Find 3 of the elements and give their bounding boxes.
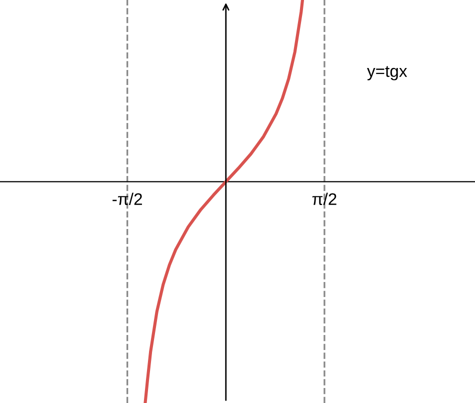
annotation: y=tgx [367,66,408,80]
x-tick-label: π/2 [312,192,336,206]
x-tick-label: -π/2 [112,192,142,206]
